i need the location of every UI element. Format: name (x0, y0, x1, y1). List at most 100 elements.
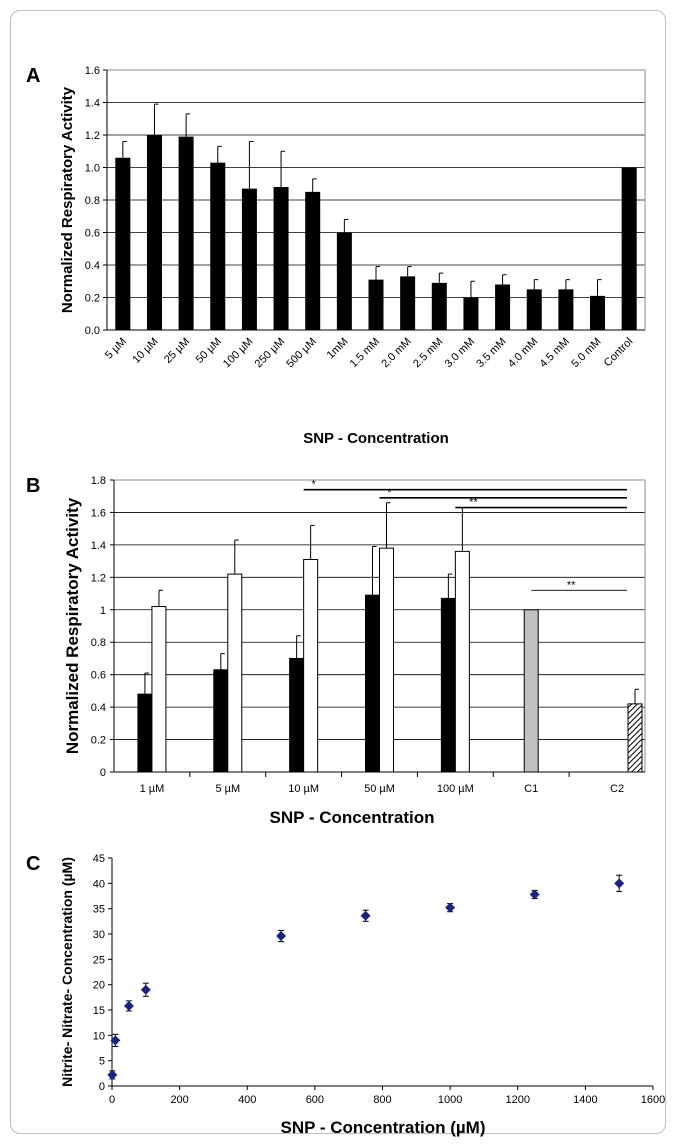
y-tick-label: 40 (93, 878, 105, 890)
y-tick-label: 1.6 (85, 65, 100, 77)
x-tick-label: 3.0 mM (443, 336, 477, 370)
bar (621, 167, 637, 330)
bar (289, 657, 305, 773)
x-tick-label: Control (602, 336, 636, 370)
bar (523, 609, 539, 773)
x-tick-label: C2 (610, 783, 624, 795)
x-tick-label: 0 (109, 1094, 115, 1106)
x-tick-label: 50 µM (364, 783, 395, 795)
bar (305, 191, 321, 330)
x-tick-label: 10 µM (130, 336, 160, 366)
y-tick-label: 0 (99, 1081, 105, 1093)
x-tick-label: 25 µM (162, 336, 192, 366)
bar (178, 136, 194, 330)
significance-label: * (312, 479, 317, 491)
y-axis-title: Normalized Respiratory Activity (59, 86, 76, 313)
x-tick-label: 1.5 mM (348, 336, 382, 370)
y-tick-label: 0.2 (91, 735, 106, 747)
y-tick-label: 30 (93, 929, 105, 941)
y-tick-label: 1.4 (85, 98, 100, 110)
x-tick-label: 50 µM (194, 336, 224, 366)
x-tick-label: C1 (524, 783, 538, 795)
x-tick-label: 500 µM (284, 336, 319, 371)
data-point (445, 902, 456, 913)
x-tick-label: 100 µM (221, 336, 256, 371)
panel-label-a: A (26, 65, 40, 87)
bar (336, 232, 352, 330)
bar (454, 550, 470, 773)
x-tick-label: 2.5 mM (411, 336, 445, 370)
x-tick-label: 800 (373, 1094, 391, 1106)
y-tick-label: 0.2 (85, 293, 100, 305)
data-point (614, 878, 625, 889)
bar (365, 594, 380, 773)
y-tick-label: 10 (93, 1030, 105, 1042)
y-tick-label: 35 (93, 904, 105, 916)
x-tick-label: 1mM (325, 336, 351, 362)
bar (146, 135, 162, 330)
panel-label-b: B (26, 475, 40, 497)
y-tick-label: 1.6 (91, 507, 106, 519)
bar (151, 606, 167, 773)
x-tick-label: 250 µM (253, 336, 288, 371)
significance-label: ** (469, 497, 478, 509)
x-axis-title: SNP - Concentration (µM) (281, 1118, 486, 1137)
x-tick-label: 1600 (641, 1094, 665, 1106)
bar (210, 162, 226, 330)
y-tick-label: 0.6 (91, 670, 106, 682)
x-tick-label: 200 (170, 1094, 188, 1106)
x-tick-label: 4.0 mM (506, 336, 540, 370)
bar (227, 573, 243, 773)
x-tick-label: 5 µM (103, 336, 129, 362)
bar (590, 295, 606, 330)
x-tick-label: 1200 (506, 1094, 530, 1106)
significance-label: * (387, 487, 392, 499)
bar (273, 187, 289, 330)
bar (241, 188, 257, 330)
y-tick-label: 0.4 (85, 260, 100, 272)
y-tick-label: 45 (93, 853, 105, 865)
x-tick-label: 2.0 mM (379, 336, 413, 370)
bar (558, 289, 574, 330)
bar (495, 284, 511, 330)
y-tick-label: 1.8 (91, 475, 106, 487)
x-axis-title: SNP - Concentration (270, 808, 435, 827)
bar (137, 693, 153, 773)
y-tick-label: 1.2 (91, 572, 106, 584)
significance-label: ** (567, 579, 576, 591)
x-tick-label: 10 µM (288, 783, 319, 795)
x-tick-label: 1 µM (140, 783, 165, 795)
data-point (529, 889, 540, 900)
y-tick-label: 0.6 (85, 228, 100, 240)
y-tick-label: 0.4 (91, 702, 106, 714)
y-tick-label: 1.4 (91, 540, 106, 552)
y-tick-label: 1 (100, 605, 106, 617)
bar (213, 669, 229, 773)
x-axis-title: SNP - Concentration (303, 430, 449, 447)
y-tick-label: 20 (93, 980, 105, 992)
bar (368, 279, 384, 330)
y-tick-label: 25 (93, 954, 105, 966)
y-axis-title: Normalized Respiratory Activity (63, 497, 82, 754)
y-tick-label: 0.8 (85, 195, 100, 207)
x-tick-label: 400 (238, 1094, 256, 1106)
bar (627, 703, 643, 773)
y-tick-label: 1.0 (85, 163, 100, 175)
data-point (107, 1069, 118, 1080)
y-tick-label: 0.0 (85, 325, 100, 337)
bar (463, 297, 479, 330)
data-point (360, 910, 371, 921)
bar (379, 547, 394, 773)
data-point (123, 1000, 134, 1011)
x-tick-label: 4.5 mM (538, 336, 572, 370)
x-tick-label: 1400 (573, 1094, 597, 1106)
y-tick-label: 1.2 (85, 130, 100, 142)
y-tick-label: 0.8 (91, 637, 106, 649)
bar (526, 289, 542, 330)
x-tick-label: 1000 (438, 1094, 462, 1106)
x-tick-label: 5 µM (215, 783, 240, 795)
x-tick-label: 5.0 mM (569, 336, 603, 370)
bar (115, 157, 131, 330)
panel-label-c: C (26, 853, 40, 875)
